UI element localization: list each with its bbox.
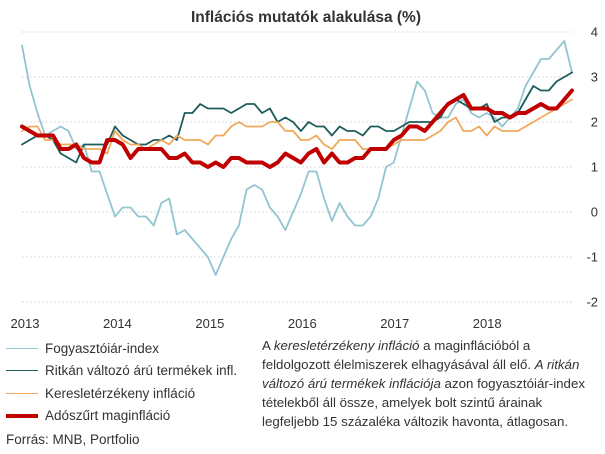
chart-title: Inflációs mutatók alakulása (%) [191, 9, 421, 26]
x-tick-label: 2018 [473, 316, 502, 331]
series-line-2 [21, 98, 573, 155]
series-line-3 [20, 88, 574, 169]
legend-item-0: Fogyasztóiár-index [6, 337, 256, 360]
grid [22, 31, 572, 303]
x-axis-ticks: 2013 2014 2015 2016 2017 2018 [11, 316, 502, 331]
legend-swatch [6, 413, 38, 418]
x-tick-label: 2016 [288, 316, 317, 331]
y-tick-label: 0 [591, 205, 598, 220]
note-text-2: a maginflációból a feldolgozott élelmisz… [262, 338, 535, 372]
legend-item-2: Keresletérzékeny infláció [6, 382, 256, 405]
y-tick-label: -2 [586, 295, 598, 310]
x-tick-label: 2014 [103, 316, 132, 331]
legend: Fogyasztóiár-index Ritkán változó árú ter… [6, 337, 256, 427]
x-tick-label: 2013 [11, 316, 40, 331]
legend-label: Fogyasztóiár-index [45, 340, 160, 356]
note-term-2: A ritkán változó árú termékek inflációja [262, 357, 580, 391]
legend-swatch [6, 347, 38, 349]
y-tick-label: 4 [591, 25, 598, 40]
y-axis-ticks: 4 3 2 1 0 -1 -2 [586, 25, 598, 310]
explanatory-note: A keresletérzékeny infláció a maginfláci… [262, 336, 598, 431]
series-line-0 [21, 40, 573, 276]
y-tick-label: 2 [591, 115, 598, 130]
y-tick-label: 3 [591, 70, 598, 85]
note-text-3: azon fogyasztóiár-index tételekből áll ö… [262, 376, 585, 429]
legend-item-1: Ritkán változó árú termékek infl. [6, 360, 256, 383]
legend-item-3: Adószűrt maginfláció [6, 405, 256, 428]
y-tick-label: -1 [586, 250, 598, 265]
note-term-1: keresletérzékeny infláció [273, 338, 420, 353]
legend-label: Keresletérzékeny infláció [45, 385, 196, 401]
legend-label: Ritkán változó árú termékek infl. [45, 363, 238, 379]
source-text: Forrás: MNB, Portfolio [6, 432, 140, 447]
legend-swatch [6, 392, 38, 394]
legend-swatch [6, 370, 38, 372]
legend-label: Adószűrt maginfláció [45, 408, 171, 424]
x-tick-label: 2015 [195, 316, 224, 331]
x-tick-label: 2017 [380, 316, 409, 331]
note-text-1: A [262, 338, 274, 353]
series-lines [20, 40, 574, 276]
y-tick-label: 1 [591, 160, 598, 175]
